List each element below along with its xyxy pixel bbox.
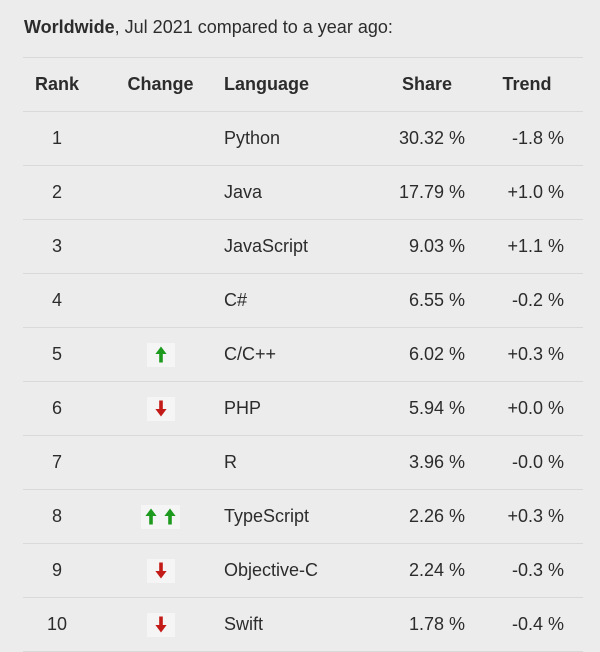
change-cell [103, 382, 218, 436]
language-ranking-table: Rank Change Language Share Trend 1 Python… [23, 57, 583, 652]
down-arrow-icon [154, 400, 167, 417]
language-cell: PHP [224, 398, 262, 418]
table-row: 5 C/C++ 6.02 % +0.3 % [23, 328, 583, 382]
down-arrow-badge [146, 612, 175, 637]
change-cell [103, 220, 218, 274]
title-period: , Jul 2021 compared to a year ago: [114, 17, 393, 37]
language-cell: Java [224, 182, 263, 202]
rank-cell: 9 [51, 560, 62, 580]
rank-cell: 6 [51, 398, 62, 418]
language-cell: Swift [224, 614, 264, 634]
language-cell: Objective-C [224, 560, 319, 580]
share-cell: 6.02 % [408, 344, 465, 364]
trend-cell: -0.3 % [511, 560, 564, 580]
rank-cell: 2 [51, 182, 62, 202]
language-cell: Python [224, 128, 281, 148]
rank-cell: 4 [51, 290, 62, 310]
trend-cell: +0.0 % [507, 398, 564, 418]
rank-cell: 1 [51, 128, 62, 148]
title-region: Worldwide [24, 17, 115, 37]
table-row: 7 R 3.96 % -0.0 % [23, 436, 583, 490]
table-row: 8 TypeScript 2.26 % +0.3 % [23, 490, 583, 544]
rank-cell: 10 [46, 614, 68, 634]
trend-cell: -0.2 % [511, 290, 564, 310]
column-header-share: Share [401, 74, 453, 94]
column-header-language: Language [224, 74, 310, 94]
table-row: 4 C# 6.55 % -0.2 % [23, 274, 583, 328]
trend-cell: +1.0 % [507, 182, 564, 202]
table-row: 10 Swift 1.78 % -0.4 % [23, 598, 583, 652]
column-header-trend: Trend [502, 74, 552, 94]
share-cell: 30.32 % [398, 128, 465, 148]
rank-cell: 8 [51, 506, 62, 526]
share-cell: 2.26 % [408, 506, 465, 526]
double-up-arrow-icon [141, 504, 180, 529]
trend-cell: +0.3 % [507, 506, 564, 526]
up-arrow-badge [146, 342, 175, 367]
change-cell [103, 436, 218, 490]
change-cell [103, 544, 218, 598]
rank-cell: 5 [51, 344, 62, 364]
change-cell [103, 490, 218, 544]
page-title: Worldwide, Jul 2021 compared to a year a… [24, 17, 583, 38]
up-arrow-icon [154, 346, 167, 363]
share-cell: 6.55 % [408, 290, 465, 310]
trend-cell: +0.3 % [507, 344, 564, 364]
share-cell: 2.24 % [408, 560, 465, 580]
table-header: Rank Change Language Share Trend [23, 57, 583, 112]
rank-cell: 3 [51, 236, 62, 256]
language-cell: R [224, 452, 237, 472]
share-cell: 1.78 % [408, 614, 465, 634]
change-cell [103, 598, 218, 652]
down-arrow-badge [146, 396, 175, 421]
change-cell [103, 112, 218, 166]
column-header-rank: Rank [34, 74, 79, 94]
share-cell: 17.79 % [398, 182, 465, 202]
table-row: 6 PHP 5.94 % +0.0 % [23, 382, 583, 436]
share-cell: 5.94 % [408, 398, 465, 418]
down-arrow-icon [154, 616, 167, 633]
table-body: 1 Python 30.32 % -1.8 % 2 Java 17.79 % +1.0 % 3 J… [23, 112, 583, 652]
change-cell [103, 166, 218, 220]
change-cell [103, 274, 218, 328]
table-header-row: Rank Change Language Share Trend [23, 57, 583, 112]
trend-cell: +1.1 % [507, 236, 564, 256]
language-cell: C# [224, 290, 248, 310]
table-row: 2 Java 17.79 % +1.0 % [23, 166, 583, 220]
share-cell: 3.96 % [408, 452, 465, 472]
table-row: 3 JavaScript 9.03 % +1.1 % [23, 220, 583, 274]
table-row: 1 Python 30.32 % -1.8 % [23, 112, 583, 166]
change-cell [103, 328, 218, 382]
rank-cell: 7 [51, 452, 62, 472]
language-cell: JavaScript [224, 236, 309, 256]
trend-cell: -0.0 % [511, 452, 564, 472]
language-cell: TypeScript [224, 506, 310, 526]
up-arrow-icon [145, 508, 157, 525]
trend-cell: -0.4 % [511, 614, 564, 634]
down-arrow-icon [154, 562, 167, 579]
table-row: 9 Objective-C 2.24 % -0.3 % [23, 544, 583, 598]
share-cell: 9.03 % [408, 236, 465, 256]
language-cell: C/C++ [224, 344, 277, 364]
column-header-change: Change [127, 74, 194, 94]
down-arrow-badge [146, 558, 175, 583]
up-arrow-icon [164, 508, 176, 525]
trend-cell: -1.8 % [511, 128, 564, 148]
